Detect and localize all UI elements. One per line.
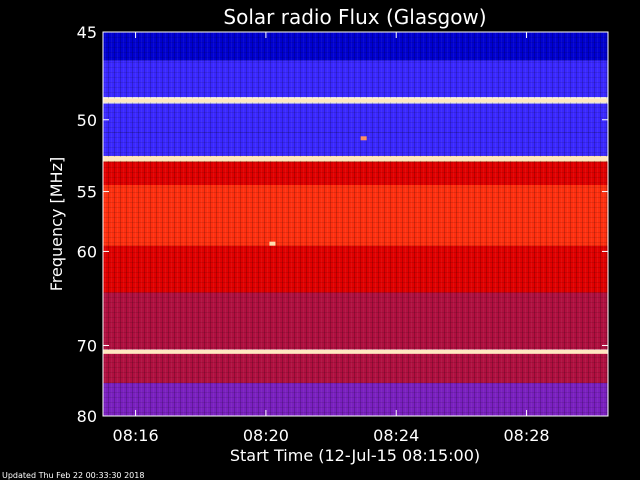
y-axis-label: Frequency [MHz] (47, 157, 66, 291)
x-axis: 08:16 08:20 08:24 08:28 (113, 32, 550, 445)
x-tick-label: 08:16 (113, 426, 159, 445)
y-tick-label: 45 (77, 23, 97, 42)
interference-line (103, 156, 608, 161)
x-tick-label: 08:28 (503, 426, 549, 445)
plot-frame (102, 31, 609, 417)
plot-area (103, 32, 608, 416)
x-tick-label: 08:20 (243, 426, 289, 445)
interference-line (103, 349, 608, 354)
spectrum-texture (103, 32, 608, 416)
y-tick-label: 55 (77, 183, 97, 202)
interference-line (103, 98, 608, 103)
y-tick-label: 70 (77, 336, 97, 355)
chart-title: Solar radio Flux (Glasgow) (223, 5, 486, 29)
x-axis-label: Start Time (12-Jul-15 08:15:00) (230, 446, 480, 465)
y-tick-label: 60 (77, 242, 97, 261)
y-tick-label: 80 (77, 407, 97, 426)
burst-mark (360, 136, 367, 141)
updated-timestamp: Updated Thu Feb 22 00:33:30 2018 (2, 471, 144, 480)
y-tick-label: 50 (77, 111, 97, 130)
y-axis: 45 50 55 60 70 80 (77, 23, 608, 426)
x-tick-label: 08:24 (373, 426, 419, 445)
burst-mark (269, 241, 276, 246)
